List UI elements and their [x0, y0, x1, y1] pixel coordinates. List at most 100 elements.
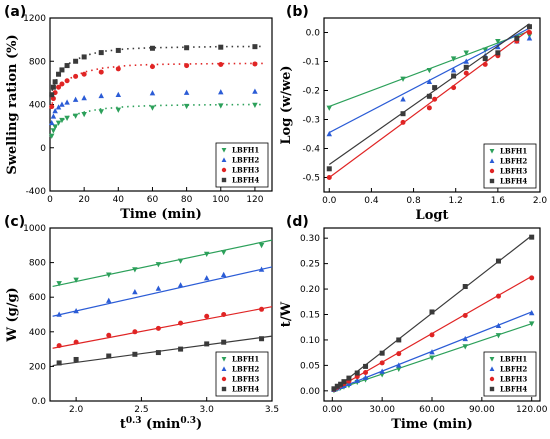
data-point	[56, 311, 62, 317]
legend-marker	[489, 366, 495, 371]
data-point	[432, 96, 438, 102]
data-point	[56, 71, 62, 77]
legend-label: LBFH2	[500, 157, 527, 166]
y-tick-label: 0.0	[306, 29, 321, 39]
data-point	[155, 262, 162, 268]
y-tick-label: 1200	[23, 14, 46, 24]
y-tick-label: 800	[29, 259, 46, 269]
x-tick-label: 3.5	[265, 405, 279, 415]
data-point	[495, 38, 501, 45]
data-point	[462, 284, 468, 290]
data-point	[451, 73, 457, 79]
data-point	[400, 96, 406, 102]
y-tick-label: 0.00	[300, 387, 320, 397]
x-tick-label: 1.6	[491, 196, 506, 206]
data-point	[50, 113, 57, 119]
data-point	[463, 50, 469, 56]
data-point	[400, 119, 406, 125]
data-point	[338, 381, 344, 387]
legend-marker	[221, 386, 227, 392]
data-point	[98, 50, 104, 56]
x-tick-label: 20	[78, 195, 90, 205]
y-tick-label: 800	[29, 57, 46, 67]
data-point	[482, 47, 488, 53]
chart-panel-d: 0.00 30.00 60.00 90.00 120.00 0.00 0.05 0.10 0.1…	[279, 214, 548, 432]
x-tick-label: 80	[181, 195, 193, 205]
data-point	[48, 133, 55, 139]
data-point	[98, 92, 104, 99]
x-tick-label: 120	[246, 195, 263, 205]
data-point	[59, 67, 65, 73]
x-tick-label: 0.0	[322, 196, 337, 206]
data-point	[73, 73, 79, 79]
y-tick-label: 0.10	[300, 336, 320, 346]
data-point	[218, 61, 224, 67]
legend-label: LBFH4	[500, 177, 527, 186]
legend-marker	[221, 148, 227, 153]
data-point	[52, 107, 58, 114]
series-lbfh2	[52, 266, 273, 317]
x-tick-label: 100	[212, 195, 229, 205]
data-point	[326, 175, 332, 180]
data-point	[326, 105, 333, 111]
data-point	[149, 64, 155, 70]
data-point	[115, 66, 121, 72]
data-point	[258, 243, 265, 249]
y-axis-label: Swelling ration (%)	[5, 34, 20, 174]
data-point	[106, 353, 112, 359]
data-point	[106, 297, 112, 303]
data-point	[56, 281, 62, 287]
legend-label: LBFH1	[500, 147, 527, 156]
data-point	[73, 356, 79, 362]
legend-label: LBFH2	[232, 365, 259, 374]
data-point	[429, 355, 435, 361]
panel-label: (b)	[286, 4, 309, 20]
data-point	[495, 50, 501, 56]
legend-marker	[221, 167, 227, 173]
data-point	[132, 289, 138, 295]
data-point	[495, 322, 502, 328]
series-lbfh1	[326, 30, 533, 111]
panel-label: (c)	[4, 214, 25, 230]
data-point	[183, 89, 190, 95]
data-point	[482, 56, 488, 62]
data-point	[396, 351, 402, 357]
data-point	[52, 124, 58, 130]
x-axis-label: Logt	[416, 208, 449, 223]
legend-label: LBFH3	[500, 167, 527, 176]
data-point	[155, 350, 161, 356]
fit-line	[52, 335, 273, 367]
data-point	[56, 360, 62, 366]
fit-line	[52, 266, 273, 317]
series-lbfh4	[49, 44, 264, 98]
x-tick-label: 60	[147, 195, 159, 205]
data-point	[48, 119, 55, 126]
data-point	[529, 275, 535, 281]
data-point	[528, 321, 535, 327]
y-tick-label: 0.30	[300, 234, 320, 244]
data-point	[526, 35, 533, 41]
data-point	[341, 379, 347, 385]
data-point	[463, 70, 469, 76]
fit-line	[49, 45, 264, 97]
data-point	[462, 335, 468, 342]
data-point	[55, 104, 62, 110]
y-tick-label: 400	[29, 101, 46, 111]
data-point	[149, 105, 156, 111]
data-point	[495, 258, 501, 264]
y-tick-label: -0.4	[302, 145, 320, 155]
x-tick-label: 30.00	[369, 405, 395, 415]
data-point	[98, 109, 104, 115]
data-point	[203, 275, 210, 281]
data-point	[529, 234, 535, 240]
data-point	[326, 131, 333, 137]
data-point	[72, 113, 79, 119]
data-point	[400, 76, 406, 82]
data-point	[59, 117, 65, 124]
data-point	[183, 103, 190, 110]
y-tick-label: -0.3	[302, 116, 320, 126]
data-point	[451, 85, 457, 91]
